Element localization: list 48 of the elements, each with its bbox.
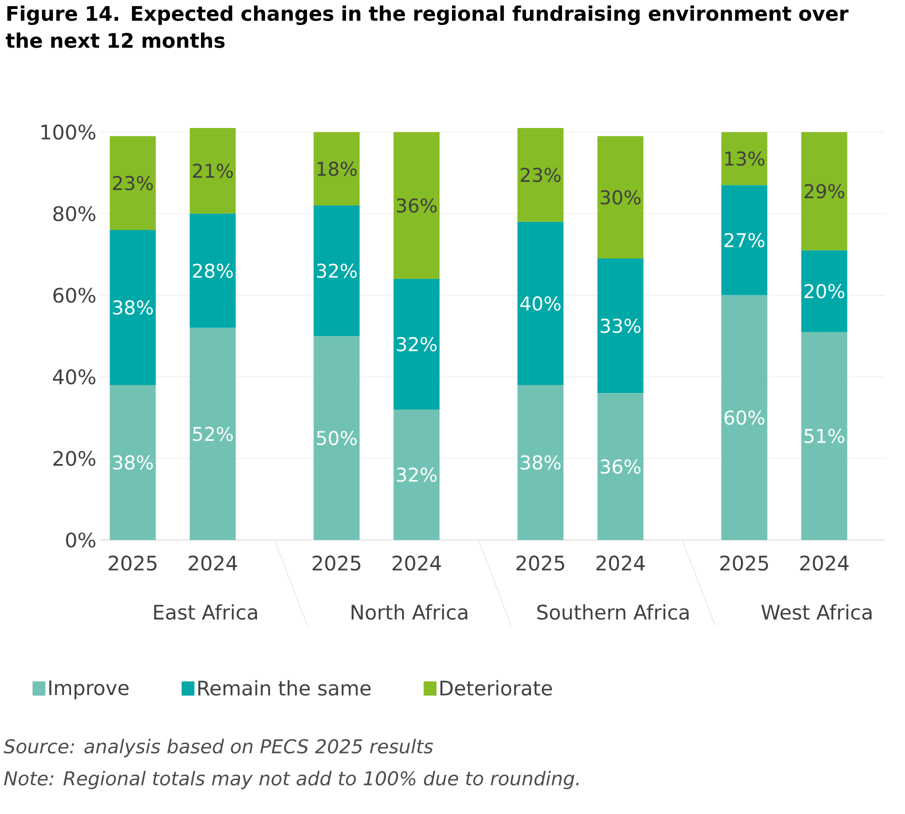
data-label: 50% bbox=[316, 430, 357, 446]
data-label: 38% bbox=[113, 300, 153, 315]
x-tick-label: 2024 bbox=[188, 556, 238, 571]
data-label: 13% bbox=[725, 151, 764, 166]
data-label: 23% bbox=[113, 176, 153, 190]
chart-title: Figure 14. Expected changes in the regional fundraising environment over the next 12 months bbox=[6, 6, 848, 48]
data-label: 29% bbox=[804, 184, 844, 198]
text: West Africa bbox=[761, 604, 872, 620]
data-label: 18% bbox=[318, 162, 357, 176]
data-label: 38% bbox=[113, 455, 153, 470]
text: Southern Africa bbox=[537, 604, 689, 620]
data-label: 32% bbox=[316, 264, 357, 278]
y-tick-label: 80% bbox=[53, 206, 96, 222]
data-label: 21% bbox=[192, 164, 233, 178]
text: East Africa bbox=[154, 604, 258, 620]
data-label: 36% bbox=[396, 198, 437, 213]
data-label: 32% bbox=[396, 337, 437, 352]
y-tick-label: 0% bbox=[66, 532, 96, 548]
x-tick-label: 2024 bbox=[596, 556, 645, 571]
data-label: 33% bbox=[600, 318, 640, 334]
legend-label: Improve bbox=[49, 680, 129, 700]
data-label: 36% bbox=[600, 459, 640, 474]
data-label: 51% bbox=[804, 428, 844, 444]
source-note: Source: analysis based on PECS 2025 results bbox=[4, 738, 433, 758]
data-label: 40% bbox=[520, 296, 561, 311]
y-tick-label: 20% bbox=[53, 450, 96, 466]
y-tick-label: 100% bbox=[41, 124, 96, 140]
x-tick-label: 2024 bbox=[392, 556, 441, 571]
text: Note: Regional totals may not add to 100% due to rounding. bbox=[4, 770, 579, 790]
legend-label: Deteriorate bbox=[440, 680, 552, 696]
x-tick-label: 2025 bbox=[312, 556, 360, 571]
text: North Africa bbox=[352, 604, 468, 620]
data-label: 20% bbox=[804, 284, 844, 298]
x-tick-label: 2025 bbox=[516, 556, 564, 571]
data-label: 60% bbox=[724, 410, 764, 425]
x-tick-label: 2025 bbox=[720, 556, 768, 571]
data-label: 27% bbox=[724, 232, 764, 248]
y-tick-label: 60% bbox=[53, 288, 96, 303]
data-label: 52% bbox=[193, 426, 233, 442]
legend-label: Remain the same bbox=[198, 680, 371, 696]
data-label: 28% bbox=[192, 264, 233, 278]
x-tick-label: 2024 bbox=[800, 556, 849, 571]
data-label: 38% bbox=[520, 455, 561, 470]
data-label: 23% bbox=[520, 168, 561, 182]
data-label: 32% bbox=[396, 468, 437, 482]
x-tick-label: 2025 bbox=[108, 556, 156, 571]
data-label: 30% bbox=[600, 190, 640, 205]
y-tick-label: 40% bbox=[52, 369, 96, 384]
